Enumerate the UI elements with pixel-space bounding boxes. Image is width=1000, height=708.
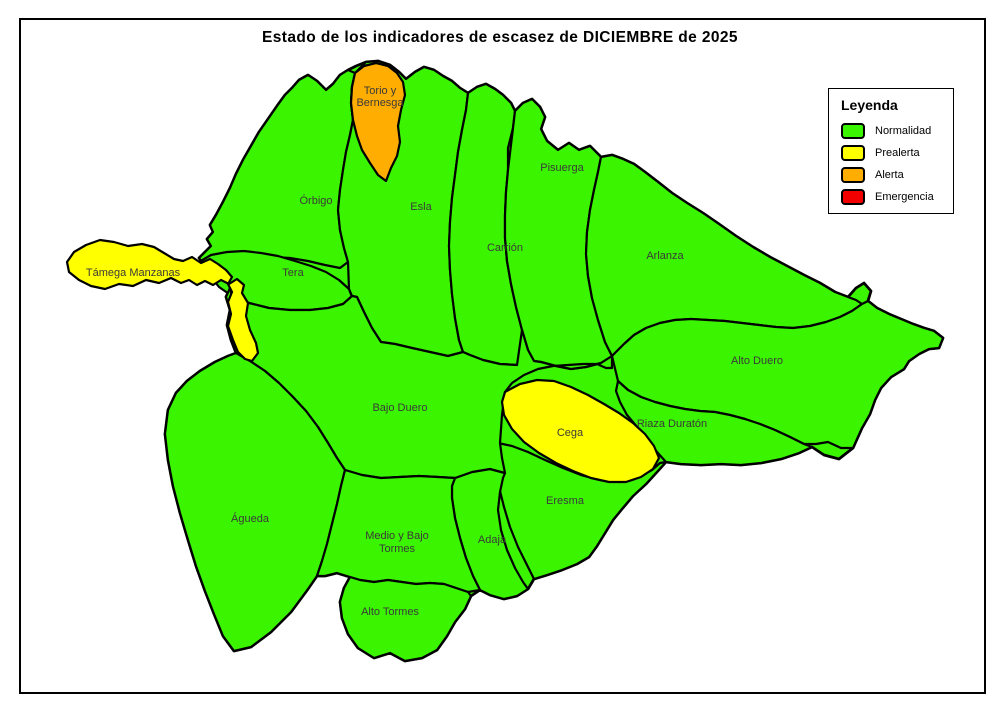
region-label-alto-tormes: Alto Tormes — [361, 606, 419, 618]
region-alto-tormes[interactable] — [338, 575, 473, 663]
region-label-torio-line1: Torio y — [364, 85, 397, 97]
region-orbigo[interactable] — [197, 68, 357, 270]
region-label-riaza-duraton: Riaza Duratón — [637, 418, 707, 430]
region-label-tamega-manzanas: Támega Manzanas — [86, 267, 181, 279]
region-label-alto-duero: Alto Duero — [731, 355, 783, 367]
legend-item-alerta: Alerta — [841, 164, 953, 186]
legend-label: Prealerta — [875, 147, 920, 159]
legend-item-emergencia: Emergencia — [841, 186, 953, 208]
region-label-torio-line2: Bernesga — [356, 97, 404, 109]
region-label-esla: Esla — [410, 201, 432, 213]
region-cega[interactable] — [500, 378, 661, 484]
region-agueda[interactable] — [163, 351, 347, 653]
region-label-medio-tormes-line1: Medio y Bajo — [365, 530, 429, 542]
legend-item-prealerta: Prealerta — [841, 142, 953, 164]
region-label-orbigo: Órbigo — [299, 194, 332, 207]
map-title: Estado de los indicadores de escasez de … — [262, 29, 738, 46]
emergencia-swatch — [841, 189, 865, 205]
region-label-bajo-duero: Bajo Duero — [372, 402, 427, 414]
region-tamega-manzanas[interactable] — [65, 238, 260, 363]
region-label-pisuerga: Pisuerga — [540, 162, 584, 174]
region-label-cega: Cega — [557, 427, 584, 439]
legend-label: Emergencia — [875, 191, 934, 203]
prealerta-swatch — [841, 145, 865, 161]
legend-item-normalidad: Normalidad — [841, 120, 953, 142]
legend-label: Alerta — [875, 169, 904, 181]
region-label-medio-tormes-line2: Tormes — [379, 543, 416, 555]
normalidad-swatch — [841, 123, 865, 139]
region-label-agueda: Águeda — [231, 512, 270, 525]
region-torio-y-bernesga[interactable] — [349, 61, 407, 183]
alerta-swatch — [841, 167, 865, 183]
region-label-carrion: Carrión — [487, 242, 523, 254]
region-label-arlanza: Arlanza — [646, 250, 684, 262]
region-label-tera: Tera — [282, 267, 304, 279]
legend-title: Leyenda — [841, 97, 898, 113]
legend-label: Normalidad — [875, 125, 932, 137]
region-label-eresma: Eresma — [546, 495, 585, 507]
region-label-adaja: Adaja — [478, 534, 507, 546]
legend-box: Leyenda Normalidad Prealerta Alerta Emer… — [828, 88, 954, 214]
